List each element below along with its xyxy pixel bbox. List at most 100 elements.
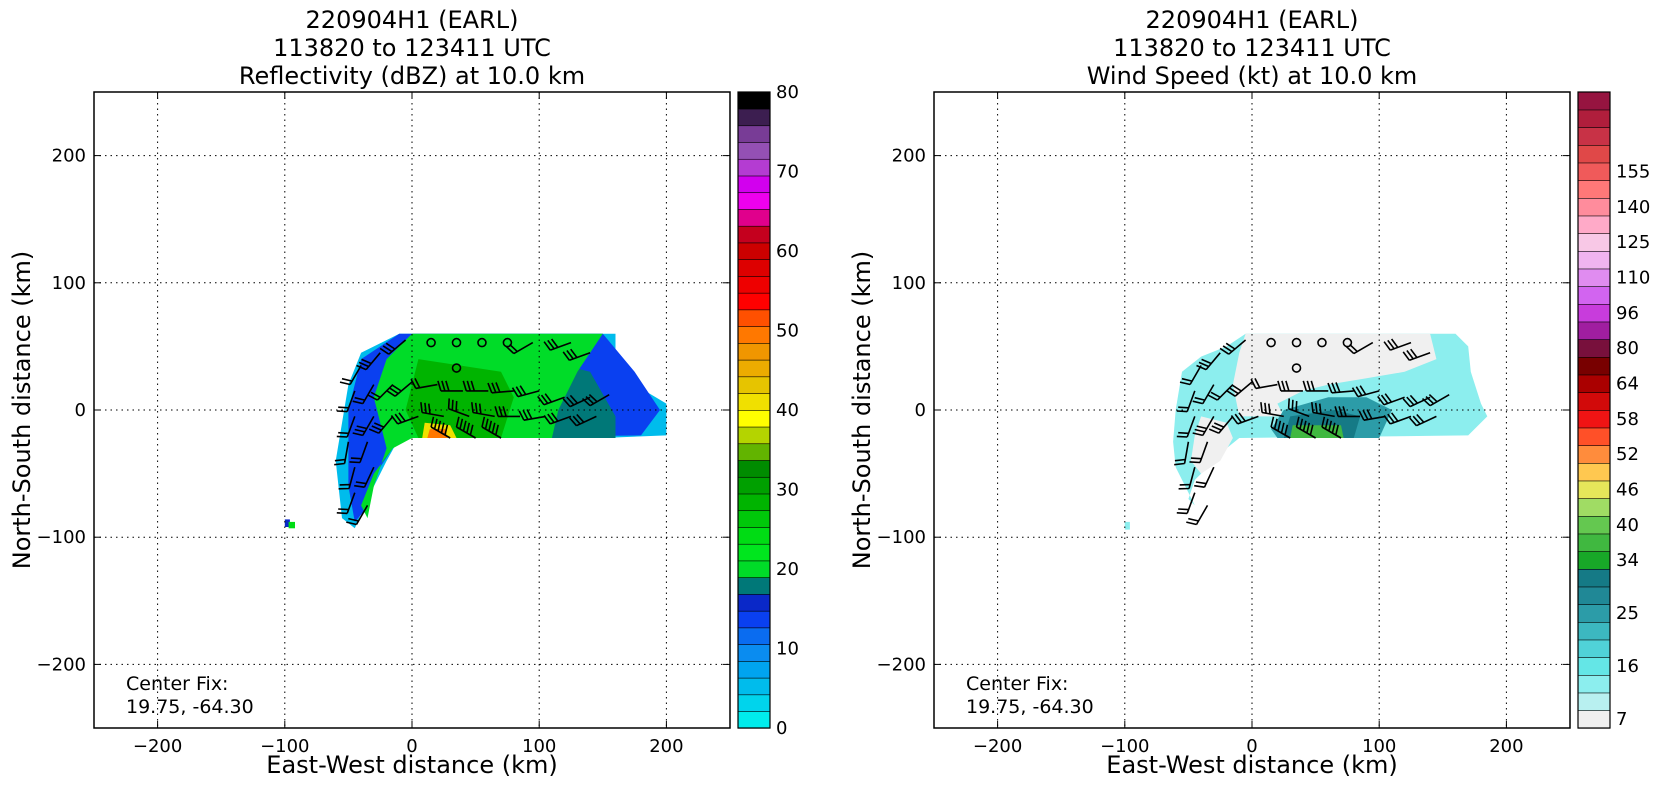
colorbar-tick-label: 110 <box>1616 268 1650 289</box>
colorbar-segment <box>737 292 771 311</box>
colorbar-tick-label: 58 <box>1616 409 1639 430</box>
wind-barb <box>1383 412 1412 425</box>
colorbar-segment <box>737 644 771 662</box>
colorbar-segment <box>737 342 771 361</box>
wind-barb <box>1230 412 1259 425</box>
colorbar-segment <box>737 560 771 578</box>
colorbar-tick-label: 50 <box>776 321 799 342</box>
colorbar-segment <box>1577 621 1611 641</box>
wind-barb <box>1377 393 1405 406</box>
colorbar-segment <box>737 493 771 512</box>
wind-barb <box>385 381 413 397</box>
chart-title-line-2: 113820 to 123411 UTC <box>1113 34 1391 62</box>
axis-ticks: −200 −100 0 100 200 −200 −100 0 100 200 <box>877 92 1570 757</box>
y-tick-label: 100 <box>892 273 926 294</box>
wind-barb <box>1345 341 1374 355</box>
colorbar-segment <box>1577 91 1611 111</box>
colorbar-segment <box>737 409 771 428</box>
colorbar-segment <box>1577 498 1611 517</box>
wind-barb <box>511 385 540 398</box>
colorbar-segment <box>737 309 771 327</box>
colorbar-tick-label: 40 <box>1616 515 1639 536</box>
chart-title-line-3: Wind Speed (kt) at 10.0 km <box>1087 62 1418 90</box>
calm-wind-circle <box>1291 363 1302 373</box>
y-axis-label: North-South distance (km) <box>848 251 876 570</box>
colorbar-segment <box>737 208 771 227</box>
colorbar-tick-label: 64 <box>1616 374 1639 395</box>
wind-barb <box>368 415 394 434</box>
colorbar-segment <box>737 175 771 194</box>
colorbar-tick-label: 140 <box>1616 197 1650 218</box>
x-axis-label: East-West distance (km) <box>1106 751 1397 779</box>
colorbar-segment <box>737 694 771 712</box>
wind-barb <box>334 441 350 466</box>
chart-title-line-1: 220904H1 (EARL) <box>1146 6 1359 34</box>
colorbar-segment <box>1577 321 1611 340</box>
colorbar-tick-label: 96 <box>1616 303 1639 324</box>
colorbar-segment <box>1577 657 1611 676</box>
wind-barb <box>1402 394 1431 408</box>
wind-barb <box>1186 505 1209 526</box>
x-tick-label: 100 <box>1362 736 1396 757</box>
wind-barbs <box>334 337 610 526</box>
colorbar-segment <box>1577 568 1611 588</box>
field-region-isolated-green <box>288 521 295 529</box>
wind-barb <box>336 416 356 438</box>
colorbar-segment <box>737 677 771 696</box>
colorbar-tick-label: 40 <box>776 400 799 421</box>
colorbar-segment <box>1577 250 1611 270</box>
calm-wind-circle <box>426 337 436 348</box>
wind-barbs <box>1174 337 1450 526</box>
colorbar-segment <box>737 710 771 729</box>
colorbar-segment <box>1577 462 1611 482</box>
colorbar-segment <box>1577 286 1611 305</box>
wind-barb <box>1321 416 1342 439</box>
x-tick-label: 100 <box>522 736 556 757</box>
colorbar-segment <box>737 443 771 461</box>
wind-barb <box>505 341 534 355</box>
wind-barb <box>1250 378 1278 390</box>
colorbar-segment <box>1577 162 1611 181</box>
colorbar-segment <box>737 627 771 645</box>
wind-barb <box>1189 441 1209 464</box>
wind-barb <box>356 352 381 371</box>
colorbar-segment <box>1577 356 1611 376</box>
wind-barb <box>462 380 489 392</box>
wind-speed-colorbar: 7 16 25 34 40 46 52 58 64 80 96 110 125 140 155 <box>1577 91 1650 730</box>
x-tick-label: 0 <box>1246 736 1257 757</box>
colorbar-segment <box>1577 586 1611 605</box>
colorbar-segment <box>1577 445 1611 464</box>
colorbar-segment <box>1577 551 1611 570</box>
wind-barb <box>1176 390 1196 413</box>
wind-barb <box>1219 339 1247 355</box>
colorbar-segment <box>1577 109 1611 128</box>
colorbar-segment <box>1577 215 1611 234</box>
wind-barb <box>1358 409 1386 421</box>
wind-barb <box>1351 385 1380 398</box>
colorbar-segment <box>1577 710 1611 729</box>
colorbar-tick-label: 0 <box>776 718 787 739</box>
x-axis-label: East-West distance (km) <box>266 751 557 779</box>
colorbar-segment <box>1577 392 1611 411</box>
colorbar-segment <box>737 158 771 177</box>
colorbar-segment <box>737 426 771 445</box>
colorbar-tick-label: 155 <box>1616 162 1650 183</box>
wind-barb <box>437 380 463 392</box>
reflectivity-field <box>284 333 667 529</box>
colorbar-tick-label: 60 <box>776 241 799 262</box>
colorbar-segment <box>737 610 771 629</box>
wind-barb <box>1402 348 1431 362</box>
colorbar-segment <box>737 225 771 244</box>
wind-barb <box>1277 380 1303 392</box>
colorbar-segment <box>737 577 771 595</box>
wind-barb <box>562 394 591 408</box>
wind-barb <box>354 466 375 488</box>
wind-barb <box>1196 352 1221 371</box>
y-tick-label: −200 <box>877 654 926 675</box>
x-tick-label: −100 <box>260 736 309 757</box>
y-tick-label: 200 <box>52 146 86 167</box>
grid-lines <box>934 92 1570 728</box>
colorbar-tick-label: 10 <box>776 639 799 660</box>
colorbar-segment <box>737 593 771 612</box>
